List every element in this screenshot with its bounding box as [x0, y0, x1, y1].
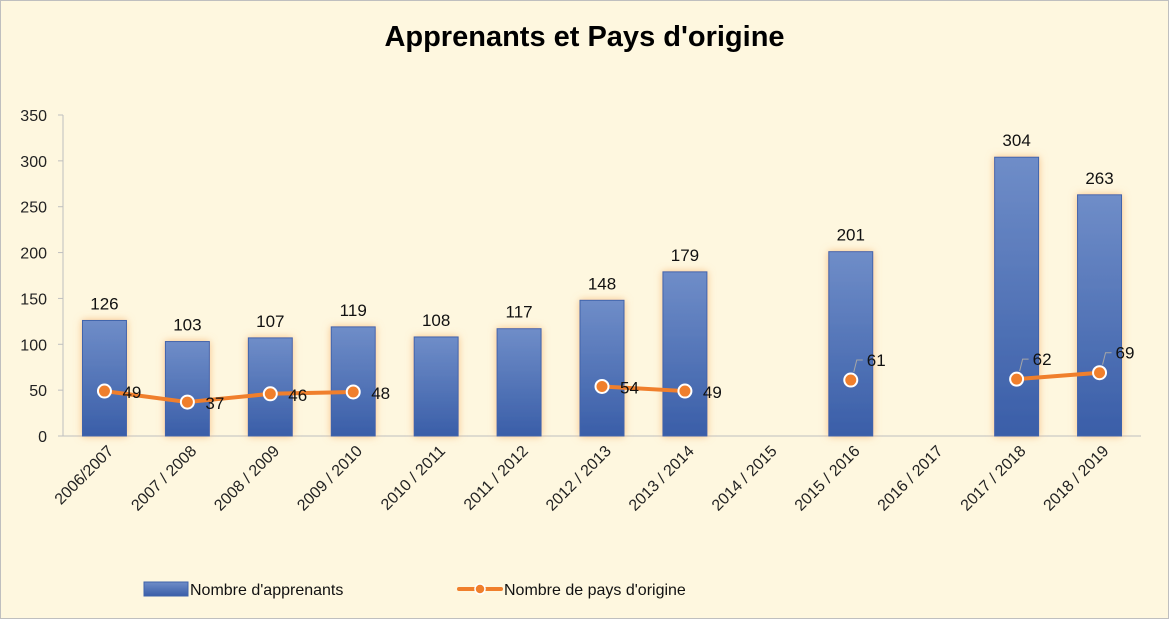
x-tick-label: 2010 / 2011 [378, 443, 449, 514]
y-tick-label: 300 [20, 154, 47, 171]
line-segment [1014, 370, 1102, 382]
line-point [345, 384, 361, 400]
bar-value-label: 119 [340, 301, 367, 320]
bar [413, 336, 459, 437]
line-segment [600, 384, 687, 394]
x-tick-label: 2013 / 2014 [626, 443, 698, 515]
line-point [677, 383, 693, 399]
y-tick-label: 250 [20, 200, 47, 217]
line-value-label: 69 [1116, 344, 1135, 363]
x-tick-label: 2012 / 2013 [543, 443, 615, 515]
bar [579, 299, 625, 437]
x-tick-label: 2016 / 2017 [875, 443, 947, 515]
line-value-label: 62 [1033, 350, 1052, 369]
x-tick-label: 2017 / 2018 [958, 443, 1030, 515]
bar-value-label: 148 [588, 274, 616, 293]
bar-value-label: 108 [422, 311, 450, 330]
line-point [594, 378, 610, 394]
line-point [843, 372, 859, 388]
bar [662, 271, 708, 437]
bar-value-label: 179 [671, 246, 699, 265]
line-point [262, 386, 278, 402]
leader-line [1019, 358, 1029, 372]
line-value-label: 37 [205, 394, 224, 413]
legend: Nombre d'apprenants Nombre de pays d'orig… [143, 581, 686, 599]
y-tick-label: 50 [29, 383, 47, 400]
line-value-label: 48 [371, 384, 390, 403]
x-axis: 2006/2007 2007 / 2008 2008 / 2009 2009 / 20… [52, 435, 1141, 515]
line-value-label: 49 [122, 383, 141, 402]
line-value-label: 46 [288, 386, 307, 405]
bar-value-label: 117 [506, 303, 533, 322]
line-series: 49 37 46 48 54 49 61 62 69 [96, 344, 1135, 413]
line-value-label: 54 [620, 378, 639, 397]
y-axis: 0 50 100 150 200 250 300 350 [20, 108, 64, 446]
x-tick-label: 2018 / 2019 [1041, 443, 1113, 515]
bar [1077, 194, 1123, 437]
bar-value-label: 107 [256, 312, 284, 331]
line-value-label: 49 [703, 383, 722, 402]
bar [994, 156, 1040, 437]
x-tick-label: 2006/2007 [52, 443, 118, 509]
bar [81, 319, 127, 437]
y-tick-label: 200 [20, 246, 47, 263]
legend-swatch-bars [143, 581, 189, 597]
line-point [1009, 371, 1025, 387]
y-tick-label: 150 [20, 291, 47, 308]
x-tick-label: 2007 / 2008 [128, 443, 200, 515]
x-tick-label: 2009 / 2010 [294, 443, 366, 515]
bar-value-label: 304 [1002, 131, 1030, 150]
y-tick-label: 100 [20, 337, 47, 354]
bar [330, 326, 376, 437]
x-tick-label: 2014 / 2015 [709, 443, 781, 515]
legend-label-line: Nombre de pays d'origine [504, 582, 686, 599]
y-tick-label: 350 [20, 108, 47, 125]
line-value-label: 61 [867, 351, 886, 370]
y-tick-label: 0 [38, 429, 47, 446]
x-tick-label: 2008 / 2009 [211, 443, 283, 515]
x-tick-label: 2011 / 2012 [461, 443, 532, 514]
line-segment [102, 389, 356, 405]
bar [164, 341, 210, 437]
x-tick-label: 2015 / 2016 [792, 443, 864, 515]
bar-series: 126 103 107 119 108 117 148 179 201 304 263 [81, 131, 1123, 437]
bar-value-label: 103 [173, 316, 201, 335]
legend-swatch-marker [474, 583, 486, 595]
bar-value-label: 201 [837, 226, 865, 245]
leader-line [853, 359, 863, 373]
bar [496, 328, 542, 437]
bar-value-label: 263 [1085, 169, 1113, 188]
bar [828, 251, 874, 437]
line-point [179, 394, 195, 410]
legend-label-bars: Nombre d'apprenants [190, 582, 343, 599]
leader-line [1102, 352, 1112, 365]
bar-value-label: 126 [90, 294, 118, 313]
line-point [96, 383, 112, 399]
chart-title: Apprenants et Pays d'origine [384, 21, 785, 53]
line-point [1092, 365, 1108, 381]
